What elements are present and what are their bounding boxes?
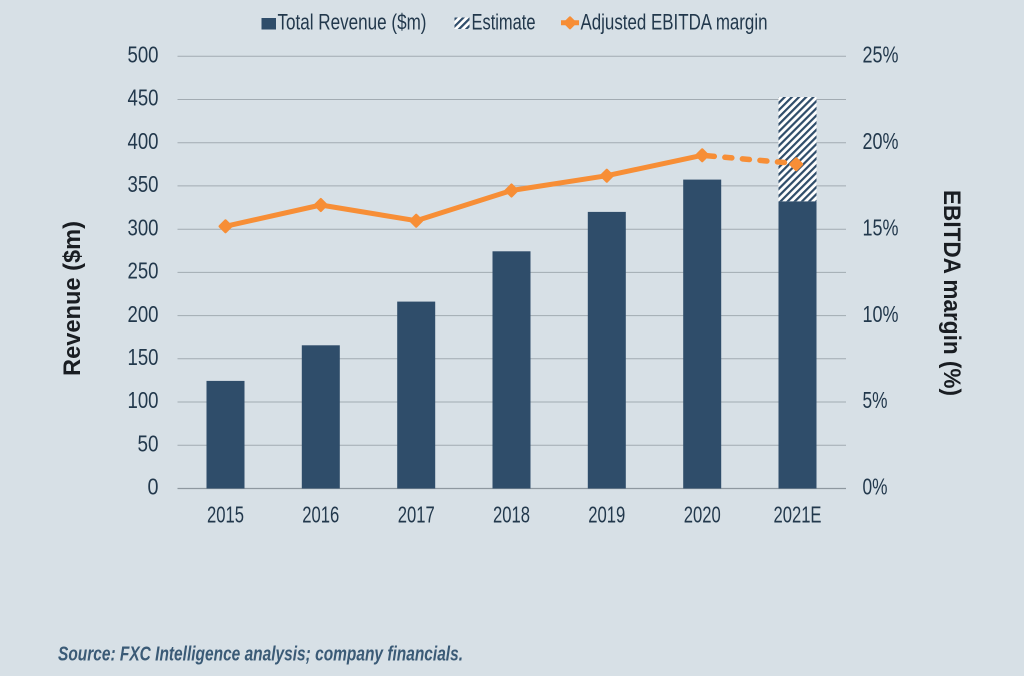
svg-text:5%: 5% [863, 387, 888, 413]
svg-text:50: 50 [138, 431, 159, 457]
svg-text:2017: 2017 [398, 502, 435, 528]
svg-text:Total Revenue ($m): Total Revenue ($m) [278, 10, 427, 35]
svg-text:0%: 0% [863, 474, 888, 500]
svg-text:25%: 25% [863, 42, 899, 68]
svg-text:150: 150 [128, 344, 159, 370]
svg-text:100: 100 [128, 387, 159, 413]
svg-text:Estimate: Estimate [472, 10, 536, 35]
svg-text:200: 200 [128, 301, 159, 327]
svg-text:400: 400 [128, 128, 159, 154]
svg-text:350: 350 [128, 171, 159, 197]
svg-text:20%: 20% [863, 128, 899, 154]
svg-text:Adjusted EBITDA margin: Adjusted EBITDA margin [581, 10, 768, 35]
svg-text:450: 450 [128, 85, 159, 111]
svg-text:10%: 10% [863, 301, 899, 327]
svg-text:2021E: 2021E [774, 502, 822, 528]
svg-text:15%: 15% [863, 214, 899, 240]
svg-text:2016: 2016 [302, 502, 339, 528]
svg-text:300: 300 [128, 214, 159, 240]
svg-text:2020: 2020 [684, 502, 721, 528]
svg-text:250: 250 [128, 258, 159, 284]
svg-text:EBITDA margin (%): EBITDA margin (%) [938, 190, 965, 396]
svg-text:Revenue ($m): Revenue ($m) [59, 221, 86, 376]
svg-text:Source: FXC Intelligence analy: Source: FXC Intelligence analysis; compa… [58, 644, 463, 666]
svg-text:0: 0 [148, 474, 159, 500]
svg-text:2015: 2015 [207, 502, 244, 528]
svg-text:500: 500 [128, 42, 159, 68]
svg-text:2018: 2018 [493, 502, 530, 528]
svg-text:2019: 2019 [588, 502, 625, 528]
